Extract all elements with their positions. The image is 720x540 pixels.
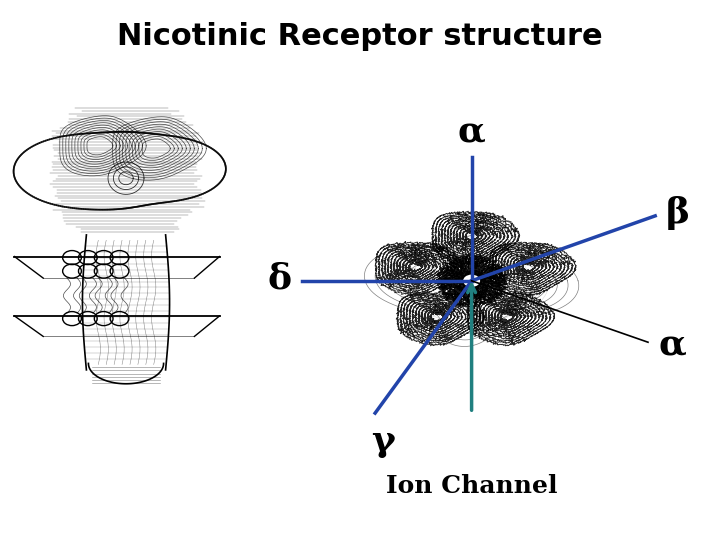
Text: Ion Channel: Ion Channel	[386, 474, 557, 498]
Text: β: β	[666, 196, 690, 230]
Text: α: α	[659, 328, 687, 362]
Text: Nicotinic Receptor structure: Nicotinic Receptor structure	[117, 22, 603, 51]
Text: α: α	[458, 114, 485, 148]
Text: γ: γ	[372, 424, 395, 458]
Circle shape	[463, 274, 480, 287]
Text: δ: δ	[267, 261, 292, 295]
